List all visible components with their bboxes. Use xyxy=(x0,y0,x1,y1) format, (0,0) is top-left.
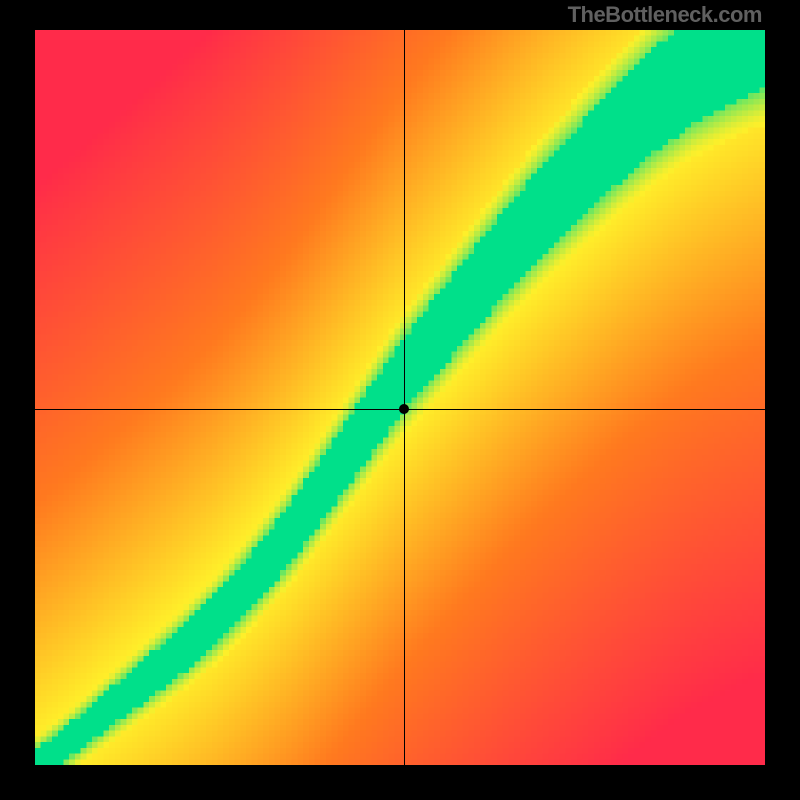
data-point-marker xyxy=(399,404,409,414)
bottleneck-heatmap xyxy=(35,30,765,765)
crosshair-vertical xyxy=(404,30,405,765)
watermark-text: TheBottleneck.com xyxy=(568,2,762,28)
